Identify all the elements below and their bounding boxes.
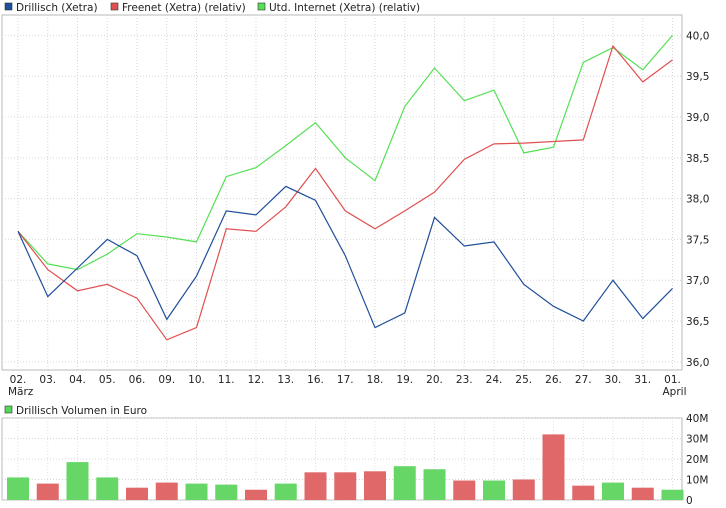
y-tick-label: 38,5 — [686, 153, 709, 165]
x-tick-label: 13. — [277, 374, 294, 386]
x-tick-label: 18. — [367, 374, 384, 386]
x-tick-label: 04. — [69, 374, 86, 386]
x-month-label: März — [8, 386, 34, 398]
volume-tick-label: 40M — [686, 413, 708, 425]
volume-bar — [661, 489, 684, 500]
legend-swatch — [257, 2, 266, 11]
volume-bar — [274, 483, 297, 500]
legend-label: Drillisch (Xetra) — [16, 2, 98, 14]
volume-bar — [334, 472, 357, 500]
volume-tick-label: 20M — [686, 454, 708, 466]
y-tick-label: 36,0 — [686, 357, 709, 369]
legend-swatch — [4, 2, 13, 11]
volume-bar — [215, 484, 238, 500]
volume-bar — [572, 485, 595, 500]
volume-bar — [66, 462, 89, 500]
volume-bar — [126, 487, 148, 500]
volume-bar — [602, 482, 624, 500]
volume-bar — [483, 480, 505, 500]
volume-bar — [185, 483, 208, 500]
x-tick-label: 03. — [39, 374, 56, 386]
volume-legend-label: Drillisch Volumen in Euro — [16, 405, 147, 417]
legend-swatch — [110, 2, 119, 11]
volume-legend-swatch — [4, 405, 13, 414]
x-tick-label: 05. — [99, 374, 116, 386]
legend-label: Utd. Internet (Xetra) (relativ) — [269, 2, 420, 14]
x-tick-label: 17. — [337, 374, 354, 386]
volume-bar — [423, 469, 446, 500]
volume-bar — [631, 487, 654, 500]
x-tick-label: 27. — [575, 374, 592, 386]
x-tick-label: 23. — [456, 374, 473, 386]
legend-label: Freenet (Xetra) (relativ) — [122, 2, 246, 14]
x-tick-label: 25. — [515, 374, 532, 386]
x-tick-label: 24. — [486, 374, 503, 386]
volume-bar — [304, 472, 327, 500]
volume-bar — [36, 483, 59, 500]
series-line — [17, 185, 673, 329]
series-line — [17, 35, 673, 271]
volume-tick-label: 0 — [686, 495, 693, 507]
volume-bar — [7, 477, 29, 500]
y-tick-label: 37,0 — [686, 275, 709, 287]
x-tick-label: 19. — [396, 374, 413, 386]
volume-tick-label: 10M — [686, 475, 708, 487]
x-tick-label: 11. — [218, 374, 235, 386]
y-tick-label: 40,0 — [686, 30, 709, 42]
price-panel: 36,0 36,5 37,0 37,5 38,0 38,5 39,0 39,5 40,0 02. 0… — [1, 2, 709, 398]
x-tick-label: 30. — [605, 374, 622, 386]
x-tick-label: 12. — [248, 374, 265, 386]
x-tick-label: 01. — [664, 374, 681, 386]
series-line — [17, 44, 673, 341]
y-tick-label: 36,5 — [686, 316, 709, 328]
x-tick-label: 26. — [545, 374, 562, 386]
x-tick-label: 10. — [188, 374, 205, 386]
volume-bar — [155, 482, 178, 500]
volume-bar — [245, 489, 267, 500]
volume-bar — [453, 480, 476, 500]
x-month-label: April — [663, 386, 687, 398]
y-tick-label: 38,0 — [686, 194, 709, 206]
price-plot-area — [1, 14, 683, 371]
volume-bar — [393, 466, 416, 500]
volume-bar — [96, 477, 119, 500]
y-tick-label: 37,5 — [686, 234, 709, 246]
volume-panel: 0 10M 20M 30M 40M Drillisch Volumen in Euro — [1, 405, 708, 507]
x-tick-label: 31. — [634, 374, 651, 386]
x-tick-label: 16. — [307, 374, 324, 386]
x-tick-label: 20. — [426, 374, 443, 386]
x-tick-label: 09. — [158, 374, 175, 386]
volume-bar — [542, 434, 565, 500]
volume-bar — [364, 471, 386, 500]
x-tick-label: 06. — [129, 374, 146, 386]
y-tick-label: 39,5 — [686, 71, 709, 83]
x-tick-label: 02. — [10, 374, 27, 386]
y-tick-label: 39,0 — [686, 112, 709, 124]
volume-tick-label: 30M — [686, 434, 708, 446]
volume-bar — [512, 479, 535, 500]
